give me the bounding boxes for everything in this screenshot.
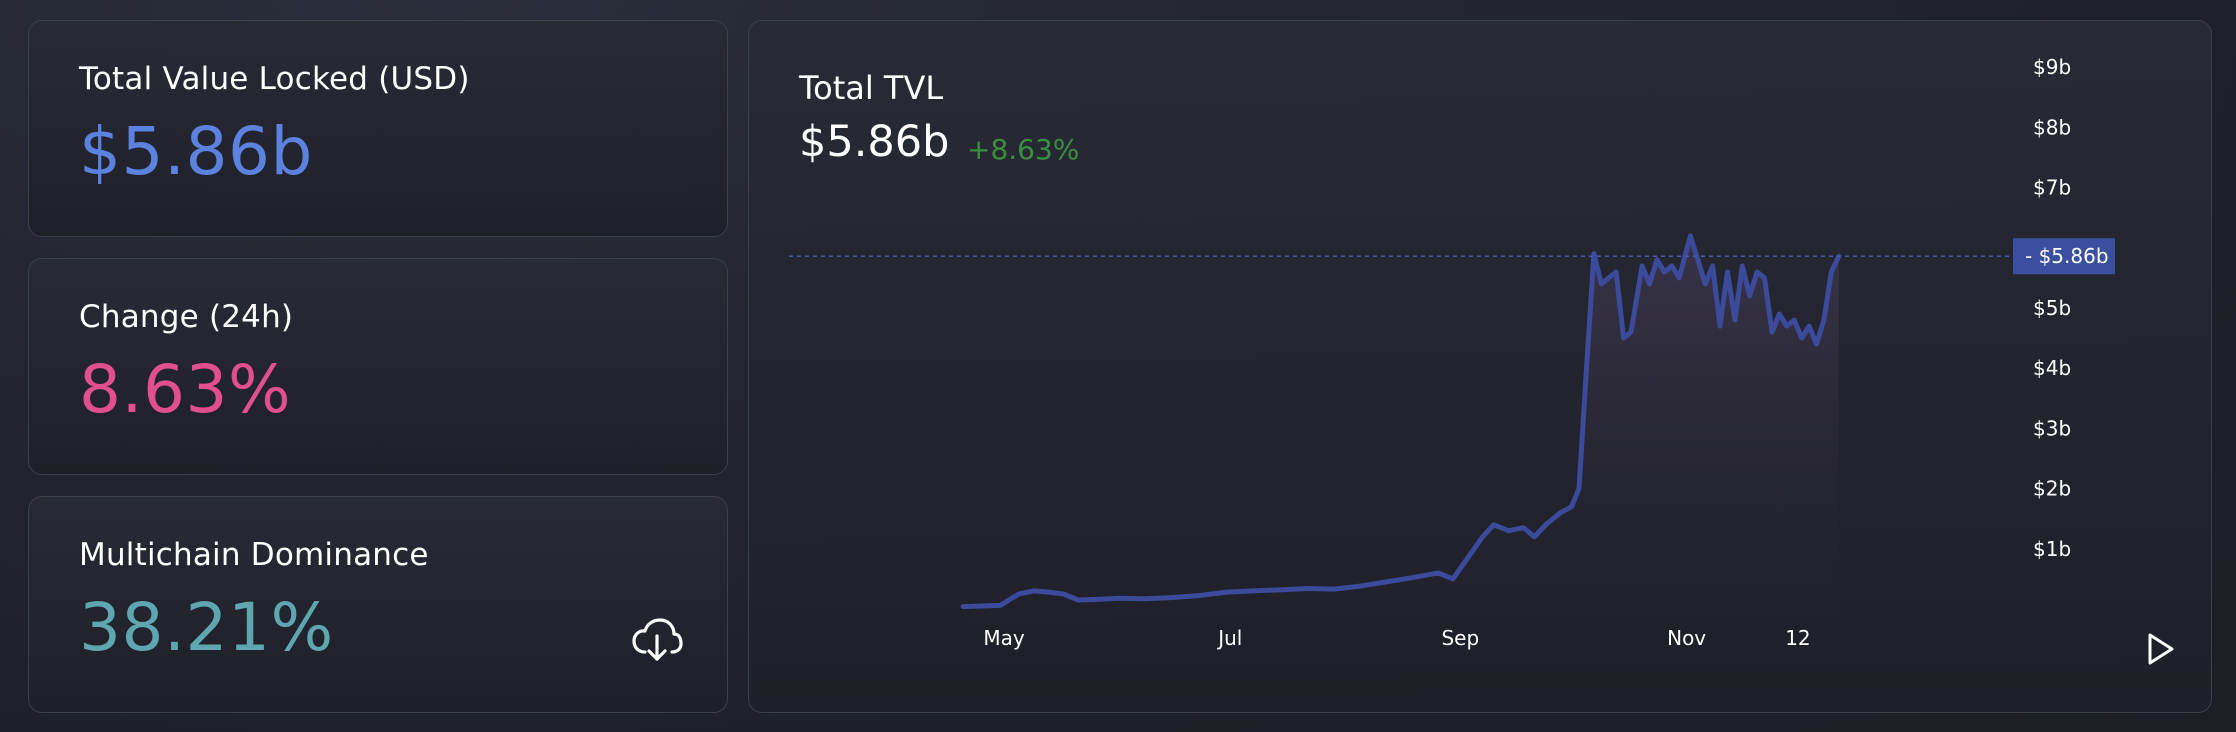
stat-card-change: Change (24h) 8.63% bbox=[28, 258, 728, 475]
y-tick-label: $4b bbox=[2033, 356, 2071, 380]
stat-value: $5.86b bbox=[79, 113, 313, 190]
chart-value: $5.86b bbox=[799, 117, 950, 167]
stat-card-tvl: Total Value Locked (USD) $5.86b bbox=[28, 20, 728, 237]
stat-label: Multichain Dominance bbox=[79, 537, 429, 573]
tvl-chart[interactable]: $1b$2b$3b$4b$5b$7b$8b$9b May Jul Sep Nov 12 … bbox=[749, 21, 2213, 714]
stat-card-dominance: Multichain Dominance 38.21% bbox=[28, 496, 728, 713]
stat-value: 38.21% bbox=[79, 589, 334, 666]
y-tick-label: $7b bbox=[2033, 176, 2071, 200]
tvl-line bbox=[960, 233, 1842, 610]
current-value-label: - $5.86b bbox=[2025, 244, 2109, 268]
cloud-download-icon bbox=[632, 618, 683, 661]
stat-label: Change (24h) bbox=[79, 299, 294, 335]
y-tick-label: $2b bbox=[2033, 477, 2071, 501]
chart-change: +8.63% bbox=[967, 133, 1080, 166]
x-tick-label: Jul bbox=[1216, 626, 1242, 650]
tvl-area bbox=[963, 235, 1839, 624]
y-tick-label: $9b bbox=[2033, 55, 2071, 79]
y-tick-label: $5b bbox=[2033, 296, 2071, 320]
play-icon bbox=[2148, 633, 2174, 665]
current-value-marker bbox=[2013, 238, 2115, 275]
x-tick-label: Nov bbox=[1667, 626, 1706, 650]
x-tick-label: 12 bbox=[1785, 626, 1810, 650]
play-button[interactable] bbox=[2145, 631, 2177, 667]
y-tick-label: $1b bbox=[2033, 537, 2071, 561]
stat-value: 8.63% bbox=[79, 351, 292, 428]
chart-title: Total TVL bbox=[799, 69, 944, 107]
x-tick-label: Sep bbox=[1441, 626, 1479, 650]
y-tick-label: $3b bbox=[2033, 416, 2071, 440]
x-tick-label: May bbox=[983, 626, 1025, 650]
stat-label: Total Value Locked (USD) bbox=[79, 61, 470, 97]
download-button[interactable] bbox=[631, 618, 683, 662]
tvl-chart-card: $1b $2b $3b $4b $5b $7b $8b $9b May Jul Sep Nov 12 … bbox=[748, 20, 2212, 713]
y-tick-label: $8b bbox=[2033, 115, 2071, 139]
